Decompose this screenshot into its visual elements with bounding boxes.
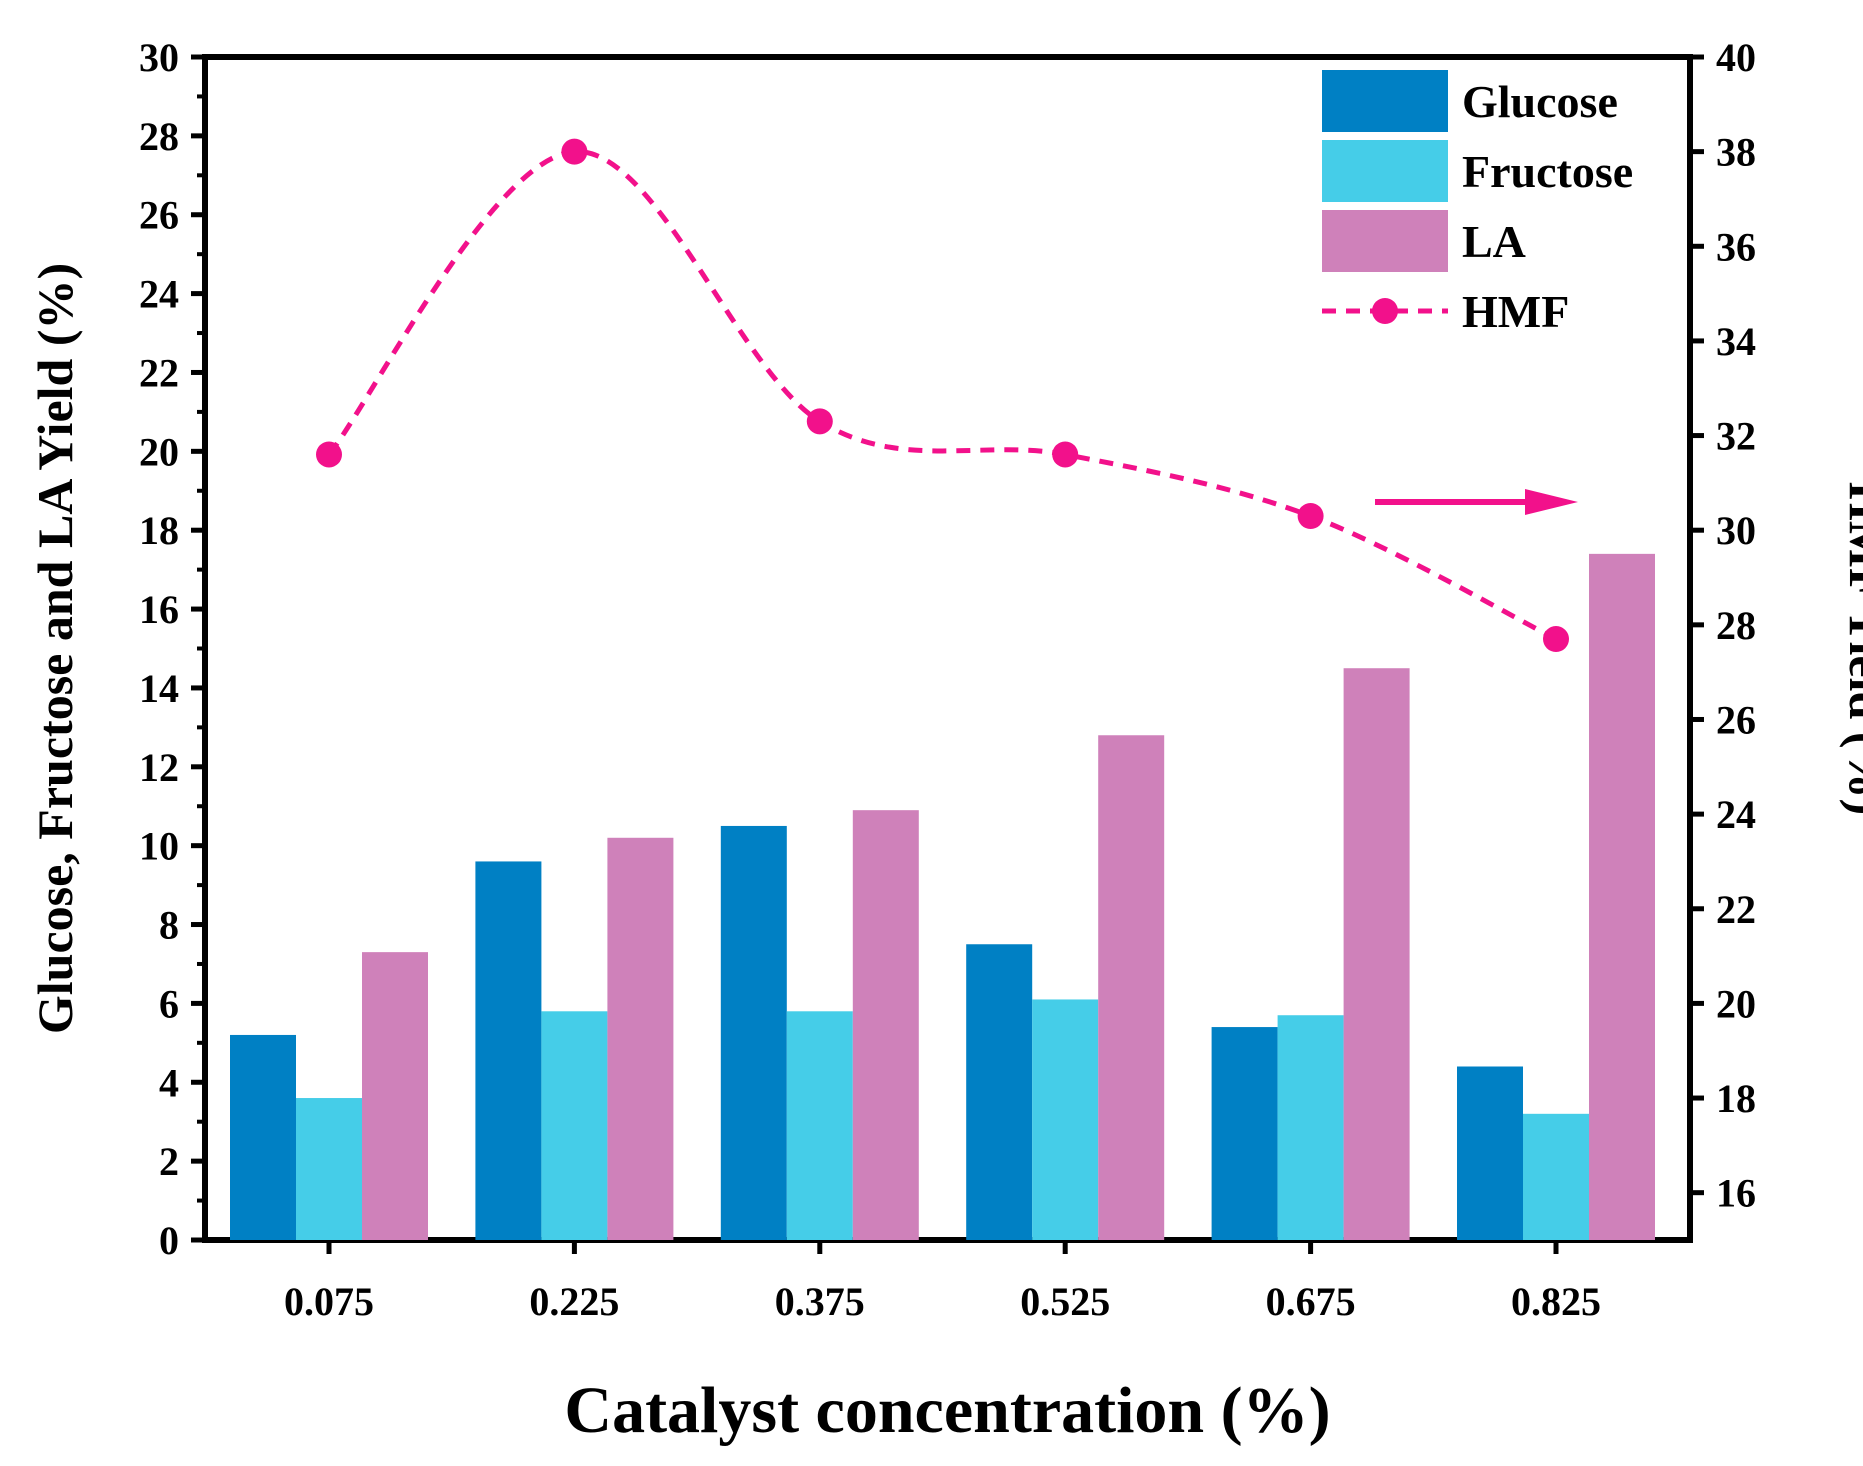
- y2-tick-label: 16: [1716, 1171, 1756, 1216]
- bar-glucose-0.375: [720, 825, 787, 1240]
- bar-fructose-0.075: [296, 1098, 362, 1240]
- y-tick-label: 0: [159, 1218, 179, 1263]
- legend-label-la: LA: [1462, 216, 1526, 267]
- hmf-point-0.825: [1543, 626, 1569, 653]
- y-tick-label: 24: [139, 272, 179, 317]
- y-tick-label: 18: [139, 508, 179, 553]
- legend: Glucose Fructose LA HMF: [1322, 70, 1633, 337]
- y-tick-label: 4: [159, 1060, 179, 1105]
- x-axis-title: Catalyst concentration (%): [564, 1374, 1330, 1447]
- y2-tick-label: 36: [1716, 224, 1756, 269]
- ticks: 0246810121416182022242628301618202224262…: [139, 35, 1756, 1324]
- hmf-point-0.525: [1052, 441, 1079, 468]
- y-tick-label: 20: [139, 429, 179, 474]
- bars: [230, 553, 1655, 1240]
- annotation: [1375, 489, 1578, 515]
- bar-la-0.825: [1589, 553, 1655, 1240]
- legend-swatch-la: [1322, 210, 1448, 272]
- annotation-arrow-head: [1525, 489, 1578, 515]
- y-tick-label: 8: [159, 903, 179, 948]
- y2-tick-label: 40: [1716, 35, 1756, 80]
- y2-tick-label: 18: [1716, 1076, 1756, 1121]
- bar-la-0.675: [1343, 668, 1410, 1240]
- hmf-line: [327, 149, 1558, 642]
- bar-la-0.075: [362, 952, 428, 1240]
- legend-swatch-fructose: [1322, 140, 1448, 202]
- x-tick-label: 0.075: [284, 1279, 374, 1324]
- y2-tick-label: 26: [1716, 697, 1756, 742]
- bar-fructose-0.225: [541, 1011, 608, 1240]
- y2-tick-label: 22: [1716, 887, 1756, 932]
- y-axis-title: Glucose, Fructose and LA Yield (%): [27, 263, 83, 1034]
- bar-glucose-0.825: [1457, 1066, 1523, 1240]
- legend-label-hmf: HMF: [1462, 286, 1569, 337]
- y-tick-label: 12: [139, 745, 179, 790]
- y-tick-label: 22: [139, 350, 179, 395]
- hmf-point-0.225: [561, 138, 588, 165]
- y-tick-label: 26: [139, 193, 179, 238]
- x-tick-label: 0.375: [775, 1279, 865, 1324]
- y2-tick-label: 28: [1716, 603, 1756, 648]
- bar-fructose-0.525: [1032, 999, 1099, 1240]
- x-tick-label: 0.675: [1266, 1279, 1356, 1324]
- legend-label-glucose: Glucose: [1462, 76, 1618, 127]
- y2-axis-title: HMF Yield (%): [1839, 482, 1863, 815]
- x-tick-label: 0.825: [1511, 1279, 1601, 1324]
- bar-la-0.225: [607, 837, 674, 1240]
- bar-glucose-0.525: [966, 944, 1033, 1240]
- bar-fructose-0.825: [1523, 1113, 1589, 1240]
- hmf-point-0.375: [806, 408, 833, 435]
- legend-swatch-marker-hmf: [1372, 298, 1398, 324]
- y-tick-label: 2: [159, 1139, 179, 1184]
- x-tick-label: 0.225: [529, 1279, 619, 1324]
- y-tick-label: 6: [159, 981, 179, 1026]
- y-tick-label: 28: [139, 114, 179, 159]
- bar-fructose-0.675: [1277, 1015, 1344, 1240]
- bar-la-0.525: [1098, 735, 1165, 1240]
- y2-tick-label: 34: [1716, 319, 1756, 364]
- y2-tick-label: 24: [1716, 792, 1756, 837]
- hmf-line-layer: [316, 138, 1569, 653]
- y2-tick-label: 32: [1716, 414, 1756, 459]
- hmf-point-0.675: [1297, 503, 1324, 530]
- bar-la-0.375: [852, 810, 919, 1240]
- legend-swatch-glucose: [1322, 70, 1448, 132]
- legend-label-fructose: Fructose: [1462, 146, 1633, 197]
- y2-tick-label: 20: [1716, 981, 1756, 1026]
- y-tick-label: 16: [139, 587, 179, 632]
- bar-glucose-0.675: [1211, 1027, 1278, 1240]
- bar-glucose-0.225: [475, 861, 542, 1240]
- y2-tick-label: 38: [1716, 130, 1756, 175]
- y2-tick-label: 30: [1716, 508, 1756, 553]
- hmf-point-0.075: [316, 441, 342, 468]
- bar-fructose-0.375: [786, 1011, 853, 1240]
- y-tick-label: 14: [139, 666, 179, 711]
- y-tick-label: 10: [139, 824, 179, 869]
- x-tick-label: 0.525: [1020, 1279, 1110, 1324]
- y-tick-label: 30: [139, 35, 179, 80]
- bar-glucose-0.075: [230, 1034, 296, 1240]
